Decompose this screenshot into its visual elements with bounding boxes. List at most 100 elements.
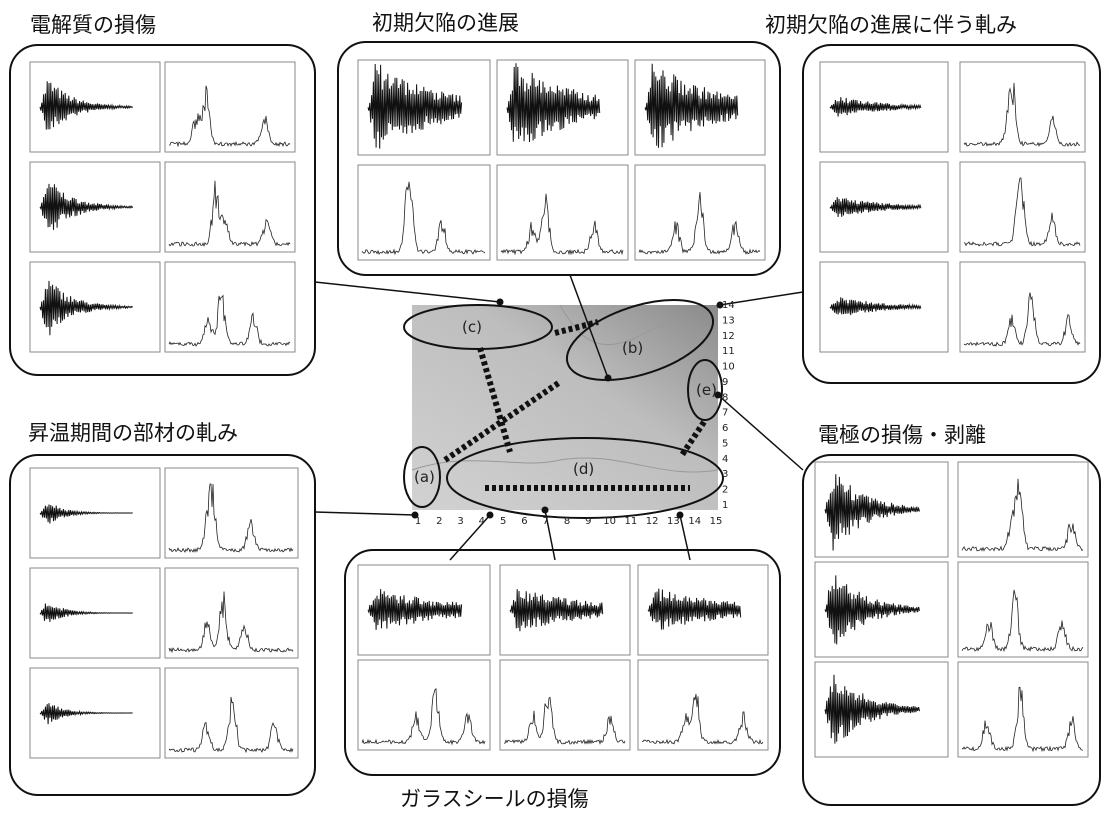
y-tick-label: 13 — [722, 315, 735, 326]
spectrum — [638, 191, 761, 255]
spectrum — [168, 294, 291, 347]
y-tick-label: 3 — [722, 469, 728, 480]
spectrum — [963, 82, 1080, 147]
y-tick-label: 14 — [722, 300, 735, 311]
y-tick-label: 11 — [722, 346, 735, 357]
x-tick-label: 1 — [415, 516, 421, 527]
waveform — [647, 588, 742, 630]
connectors — [314, 274, 804, 561]
waveform — [824, 575, 920, 645]
waveform — [509, 589, 604, 632]
x-tick-label: 5 — [500, 516, 506, 527]
x-tick-label: 3 — [457, 516, 463, 527]
waveform — [829, 297, 922, 316]
waveform — [829, 197, 922, 218]
region-label: (a) — [414, 468, 435, 486]
panel-title: 電解質の損傷 — [30, 13, 156, 37]
plot-cell — [164, 261, 296, 353]
y-tick-label: 6 — [722, 423, 728, 434]
waveform — [367, 589, 463, 630]
x-tick-label: 6 — [521, 516, 527, 527]
x-tick-label: 10 — [603, 516, 616, 527]
waveform — [39, 603, 133, 622]
panel-title: 初期欠陥の進展に伴う軋み — [765, 13, 1017, 37]
panel-title: ガラスシールの損傷 — [400, 787, 589, 811]
panel-title: 電極の損傷・剥離 — [818, 423, 986, 447]
plot-cell — [957, 561, 1089, 658]
panel-frame — [9, 44, 316, 376]
x-tick-label: 9 — [585, 516, 591, 527]
spectrum — [961, 589, 1084, 653]
region-label: (b) — [622, 339, 643, 357]
plot-cell — [499, 659, 631, 751]
spectrum — [168, 180, 291, 247]
y-tick-label: 1 — [722, 500, 728, 511]
y-tick-label: 8 — [722, 392, 728, 403]
panel-title: 初期欠陥の進展 — [372, 11, 519, 35]
plot-cell — [957, 461, 1089, 558]
plot-cell — [959, 61, 1086, 153]
spectrum — [503, 696, 626, 745]
spectrum — [361, 181, 486, 256]
spectrum — [641, 693, 764, 745]
x-tick-label: 7 — [543, 516, 549, 527]
x-tick-label: 8 — [564, 516, 570, 527]
panel-title: 昇温期間の部材の軋み — [28, 421, 238, 445]
plot-cell — [164, 567, 299, 659]
spectrum — [168, 696, 294, 754]
spectrum — [961, 478, 1084, 552]
plot-cell — [496, 164, 629, 261]
x-tick-label: 2 — [436, 516, 442, 527]
waveform — [824, 674, 920, 744]
y-tick-label: 5 — [722, 438, 728, 449]
waveform — [824, 474, 920, 551]
spectrum — [961, 686, 1084, 753]
panel-frame — [802, 454, 1101, 806]
panel-frame — [344, 549, 781, 776]
spectrum — [361, 687, 486, 746]
x-tick-label: 4 — [479, 516, 485, 527]
plot-cell — [959, 261, 1086, 353]
waveform — [39, 183, 134, 230]
spectrum — [500, 193, 624, 256]
waveform — [506, 63, 601, 143]
plot-cell — [164, 667, 299, 759]
panel-frame — [9, 454, 316, 796]
y-tick-label: 2 — [722, 485, 728, 496]
x-tick-label: 15 — [710, 516, 723, 527]
waveform — [39, 703, 133, 725]
connector-dots — [411, 298, 724, 519]
waveform — [644, 63, 739, 148]
plot-cell — [634, 164, 766, 261]
waveform — [367, 63, 463, 149]
plot-cell — [164, 61, 296, 153]
region-label: (d) — [573, 460, 594, 478]
spectrum — [963, 177, 1081, 247]
x-tick-label: 12 — [646, 516, 659, 527]
waveform — [829, 97, 922, 117]
plot-cell — [357, 659, 491, 751]
plot-cell — [357, 164, 491, 261]
panel-frame — [802, 44, 1101, 384]
y-tick-label: 7 — [722, 408, 728, 419]
waveform — [39, 81, 134, 130]
x-tick-label: 11 — [624, 516, 637, 527]
y-tick-label: 4 — [722, 454, 728, 465]
y-tick-label: 9 — [722, 377, 728, 388]
plot-cell — [164, 467, 299, 559]
panel-frame — [337, 41, 781, 276]
map — [412, 305, 718, 510]
waveform — [39, 504, 133, 524]
spectrum — [168, 483, 294, 553]
arrows — [443, 319, 707, 491]
y-tick-label: 12 — [722, 331, 735, 342]
spectrum — [963, 292, 1081, 347]
plot-cell — [637, 659, 769, 751]
region-label: (c) — [462, 318, 482, 336]
y-tick-label: 10 — [722, 362, 735, 373]
spectrum — [168, 591, 294, 654]
x-tick-label: 13 — [667, 516, 680, 527]
x-tick-label: 14 — [688, 516, 701, 527]
region-label: (e) — [696, 381, 717, 399]
